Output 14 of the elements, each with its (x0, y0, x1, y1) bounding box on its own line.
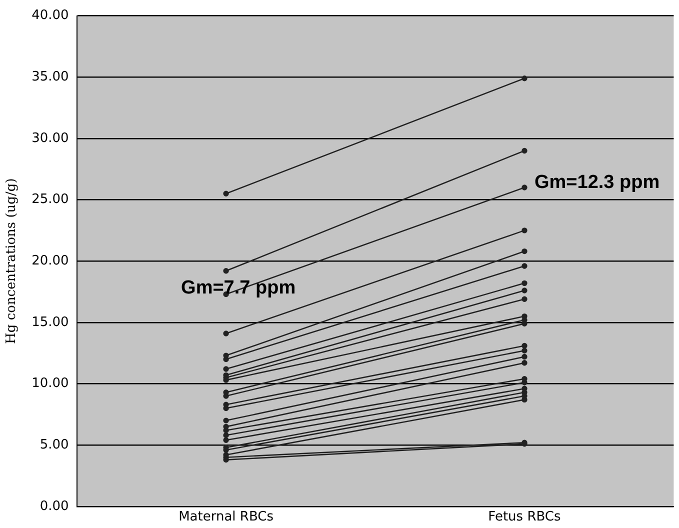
y-tick-label: 0.00 (40, 498, 69, 514)
x-tick-label: Fetus RBCs (488, 510, 561, 525)
annotation: Gm=7.7 ppm (181, 277, 296, 298)
y-axis-title: Hg concentrations (ug/g) (4, 178, 20, 344)
y-tick-label: 30.00 (32, 130, 69, 146)
annotation: Gm=12.3 ppm (534, 172, 660, 193)
y-tick-label: 40.00 (32, 8, 69, 24)
y-tick-label: 5.00 (40, 437, 69, 452)
y-tick-label: 15.00 (32, 314, 69, 330)
x-tick-label: Maternal RBCs (178, 510, 274, 525)
y-tick-label: 20.00 (32, 253, 69, 268)
y-tick-label: 35.00 (32, 70, 69, 84)
y-tick-label: 25.00 (32, 192, 69, 208)
y-tick-label: 10.00 (32, 376, 69, 392)
